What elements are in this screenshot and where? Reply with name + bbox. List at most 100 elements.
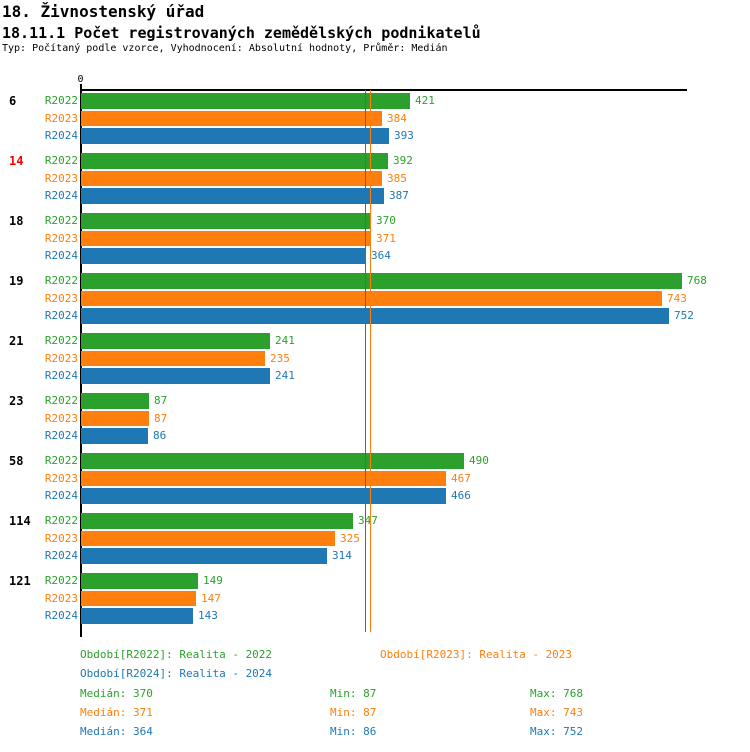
bar (81, 531, 335, 547)
bar-value-label: 241 (275, 368, 295, 384)
bar-value-label: 364 (371, 248, 391, 264)
bar-value-label: 743 (667, 291, 687, 307)
legend-item-r2024: Období[R2024]: Realita - 2024 (80, 667, 272, 680)
bar (81, 213, 371, 229)
bar-value-label: 371 (376, 231, 396, 247)
category-label: 58 (9, 454, 23, 470)
median-stat-r2022: Medián: 370 (80, 687, 153, 700)
bar (81, 608, 193, 624)
bar-value-label: 149 (203, 573, 223, 589)
series-row-label: R2024 (26, 368, 78, 384)
bar-value-label: 421 (415, 93, 435, 109)
category-label: 23 (9, 394, 23, 410)
series-row-label: R2024 (26, 548, 78, 564)
category-label: 6 (9, 94, 16, 110)
median-line (370, 90, 371, 632)
bar (81, 573, 198, 589)
bar (81, 111, 382, 127)
bar (81, 488, 446, 504)
min-stat-r2022: Min: 87 (330, 687, 376, 700)
series-row-label: R2022 (26, 333, 78, 349)
series-row-label: R2022 (26, 213, 78, 229)
bar (81, 368, 270, 384)
category-label: 14 (9, 154, 23, 170)
series-row-label: R2023 (26, 171, 78, 187)
series-row-label: R2023 (26, 111, 78, 127)
series-row-label: R2022 (26, 273, 78, 289)
bar-value-label: 147 (201, 591, 221, 607)
series-row-label: R2023 (26, 411, 78, 427)
bar-value-label: 143 (198, 608, 218, 624)
bar (81, 411, 149, 427)
bar-value-label: 314 (332, 548, 352, 564)
bar (81, 453, 464, 469)
bar-value-label: 752 (674, 308, 694, 324)
max-stat-r2024: Max: 752 (530, 725, 583, 738)
bar-value-label: 768 (687, 273, 707, 289)
bar-value-label: 392 (393, 153, 413, 169)
series-row-label: R2023 (26, 231, 78, 247)
bar (81, 351, 265, 367)
bar-value-label: 86 (153, 428, 166, 444)
legend-item-r2023: Období[R2023]: Realita - 2023 (380, 648, 572, 661)
bar (81, 248, 366, 264)
median-stat-r2023: Medián: 371 (80, 706, 153, 719)
bar (81, 128, 389, 144)
series-row-label: R2023 (26, 591, 78, 607)
bar (81, 591, 196, 607)
category-label: 18 (9, 214, 23, 230)
bar-value-label: 241 (275, 333, 295, 349)
series-row-label: R2023 (26, 291, 78, 307)
series-row-label: R2024 (26, 188, 78, 204)
min-stat-r2024: Min: 86 (330, 725, 376, 738)
median-stat-r2024: Medián: 364 (80, 725, 153, 738)
min-stat-r2023: Min: 87 (330, 706, 376, 719)
bar-value-label: 490 (469, 453, 489, 469)
bar (81, 291, 662, 307)
series-row-label: R2022 (26, 513, 78, 529)
median-line (365, 90, 366, 632)
series-row-label: R2023 (26, 471, 78, 487)
series-row-label: R2022 (26, 453, 78, 469)
bar (81, 548, 327, 564)
bar (81, 333, 270, 349)
bar-value-label: 387 (389, 188, 409, 204)
bar (81, 471, 446, 487)
series-row-label: R2022 (26, 393, 78, 409)
category-label: 21 (9, 334, 23, 350)
legend-item-r2022: Období[R2022]: Realita - 2022 (80, 648, 272, 661)
bar (81, 513, 353, 529)
bar (81, 153, 388, 169)
bar (81, 171, 382, 187)
bar-value-label: 347 (358, 513, 378, 529)
bar-value-label: 370 (376, 213, 396, 229)
series-row-label: R2023 (26, 351, 78, 367)
series-row-label: R2024 (26, 608, 78, 624)
bar-value-label: 385 (387, 171, 407, 187)
bar-value-label: 235 (270, 351, 290, 367)
bar (81, 273, 682, 289)
max-stat-r2022: Max: 768 (530, 687, 583, 700)
bar-value-label: 325 (340, 531, 360, 547)
series-row-label: R2024 (26, 488, 78, 504)
bar-value-label: 384 (387, 111, 407, 127)
max-stat-r2023: Max: 743 (530, 706, 583, 719)
series-row-label: R2024 (26, 128, 78, 144)
series-row-label: R2022 (26, 153, 78, 169)
series-row-label: R2024 (26, 248, 78, 264)
bar (81, 188, 384, 204)
series-row-label: R2022 (26, 573, 78, 589)
bar-value-label: 466 (451, 488, 471, 504)
report-page: 18. Živnostenský úřad 18.11.1 Počet regi… (0, 0, 750, 752)
bar (81, 393, 149, 409)
category-label: 19 (9, 274, 23, 290)
bar (81, 308, 669, 324)
bar-value-label: 87 (154, 411, 167, 427)
bar-value-label: 467 (451, 471, 471, 487)
bar-plot-area: 6R2022421R2023384R202439314R2022392R2023… (0, 0, 750, 752)
bar (81, 93, 410, 109)
series-row-label: R2024 (26, 308, 78, 324)
series-row-label: R2023 (26, 531, 78, 547)
series-row-label: R2022 (26, 93, 78, 109)
bar (81, 428, 148, 444)
